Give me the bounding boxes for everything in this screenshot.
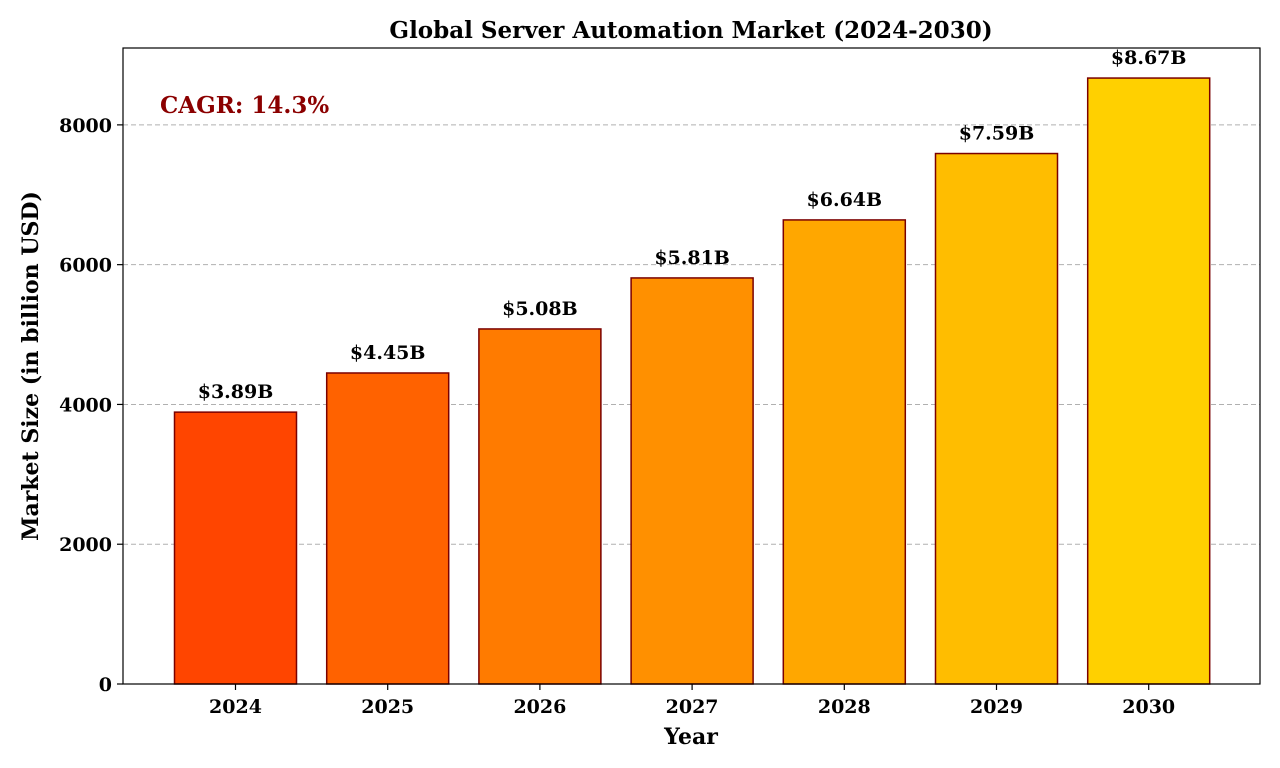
bar-2026 <box>478 328 602 685</box>
data-label-2027: $5.81B <box>654 247 730 269</box>
x-tick-label: 2024 <box>209 696 262 718</box>
y-axis-ticks: 0 2000 4000 6000 8000 <box>59 115 123 696</box>
chart-title: Global Server Automation Market (2024-20… <box>389 17 992 44</box>
data-label-2025: $4.45B <box>350 342 426 364</box>
data-label-2024: $3.89B <box>198 381 274 403</box>
x-tick-label: 2029 <box>970 696 1023 718</box>
y-tick-label: 8000 <box>59 115 112 137</box>
data-labels: $3.89B $4.45B $5.08B $5.81B $6.64B $7.59B $8.6… <box>198 47 1187 403</box>
bar-2027 <box>630 277 754 685</box>
x-axis-label: Year <box>663 724 718 750</box>
bars <box>173 77 1211 685</box>
data-label-2026: $5.08B <box>502 298 578 320</box>
data-label-2028: $6.64B <box>807 189 883 211</box>
y-tick-label: 6000 <box>59 255 112 277</box>
y-tick-label: 4000 <box>59 394 112 416</box>
y-tick-label: 2000 <box>59 534 112 556</box>
x-tick-label: 2027 <box>666 696 719 718</box>
x-tick-label: 2026 <box>513 696 566 718</box>
bar-2024 <box>173 411 298 685</box>
data-label-2030: $8.67B <box>1111 47 1187 69</box>
bar-2025 <box>325 372 450 685</box>
x-tick-label: 2030 <box>1122 696 1175 718</box>
y-axis-label: Market Size (in billion USD) <box>18 191 44 541</box>
x-axis-ticks: 2024 2025 2026 2027 2028 2029 2030 <box>209 684 1175 718</box>
data-label-2029: $7.59B <box>959 123 1035 145</box>
bar-2029 <box>934 152 1059 685</box>
x-tick-label: 2028 <box>818 696 871 718</box>
y-tick-label: 0 <box>99 674 112 696</box>
bar-2030 <box>1086 77 1211 685</box>
cagr-annotation: CAGR: 14.3% <box>160 92 329 119</box>
x-tick-label: 2025 <box>361 696 414 718</box>
bar-2028 <box>782 219 907 685</box>
